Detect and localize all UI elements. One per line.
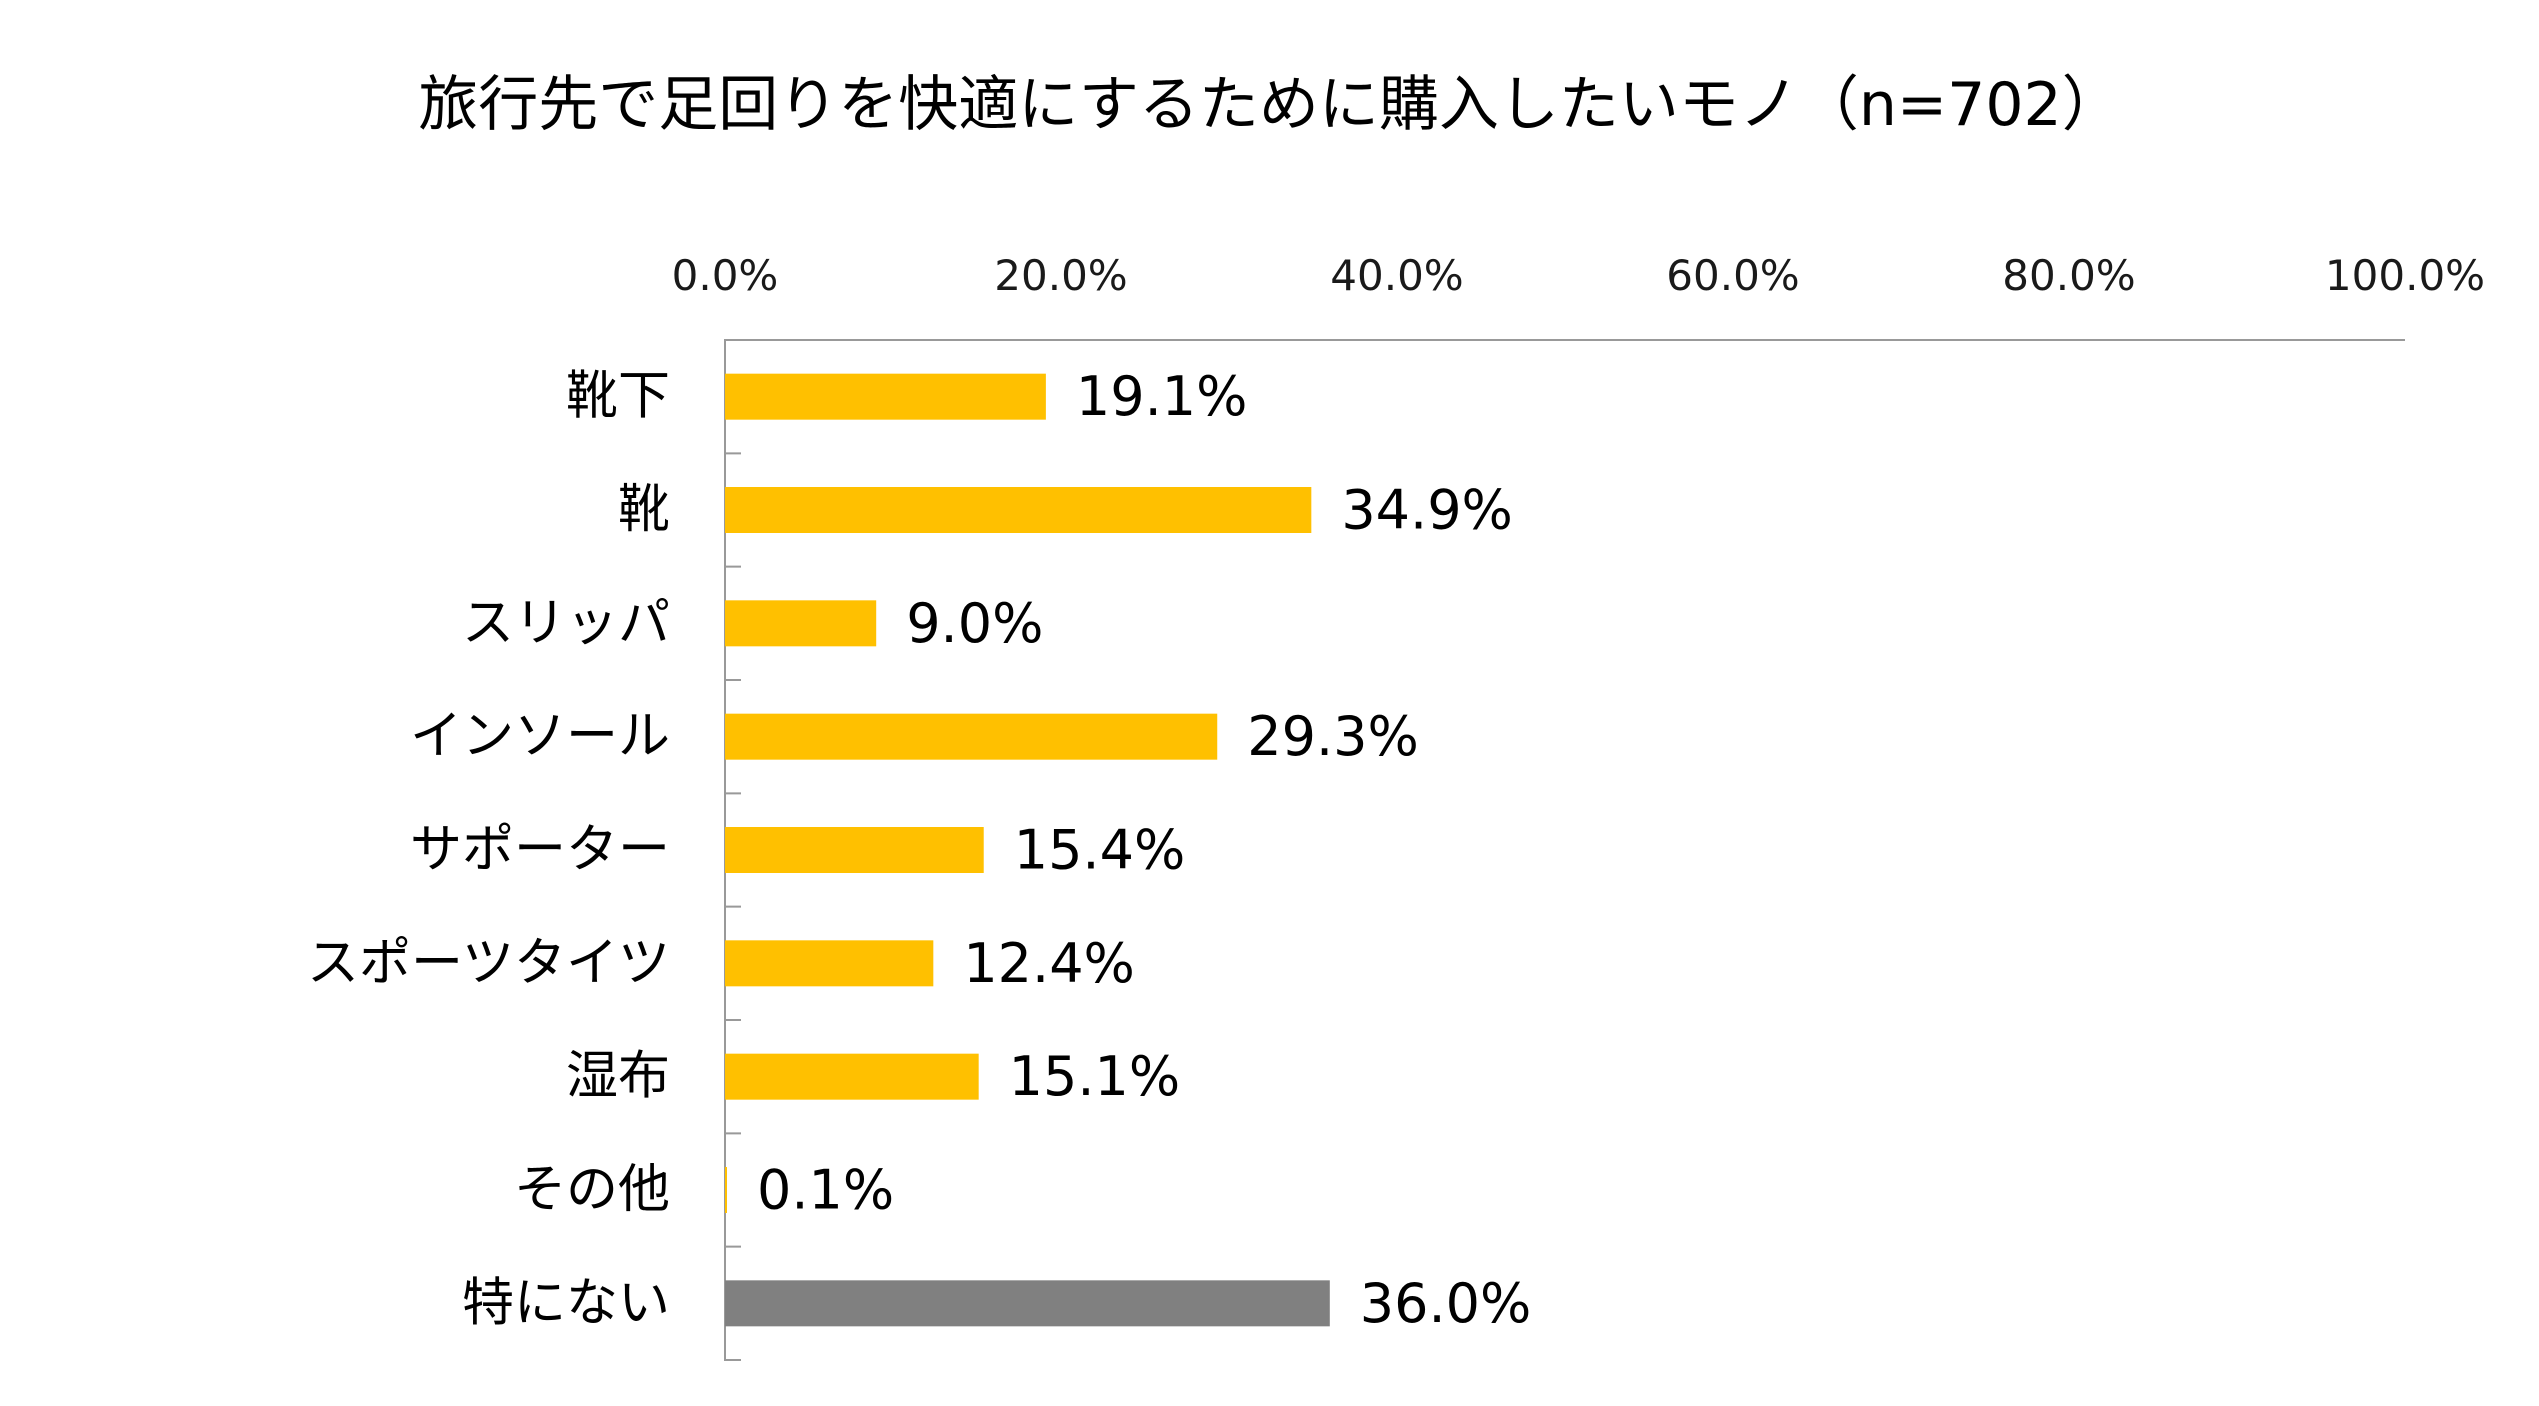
category-label: スリッパ: [462, 593, 670, 653]
x-tick-label: 0.0%: [672, 251, 779, 300]
category-label: サポーター: [410, 820, 670, 880]
bar: [725, 713, 1218, 760]
category-label: インソール: [410, 707, 670, 767]
value-label: 12.4%: [963, 932, 1135, 995]
value-label: 36.0%: [1360, 1272, 1532, 1335]
x-tick-label: 100.0%: [2325, 251, 2485, 300]
bar: [725, 373, 1046, 420]
value-label: 19.1%: [1076, 365, 1248, 428]
bar: [725, 827, 984, 873]
value-label: 29.3%: [1247, 705, 1419, 768]
value-label: 9.0%: [906, 592, 1043, 655]
value-label: 15.1%: [1009, 1045, 1181, 1108]
x-tick-label: 20.0%: [994, 251, 1127, 300]
bar: [725, 600, 877, 647]
chart-title: 旅行先で足回りを快適にするために購入したいモノ（n=702）: [418, 70, 2121, 140]
value-label: 34.9%: [1341, 479, 1513, 542]
bar: [725, 940, 934, 987]
x-tick-label: 40.0%: [1330, 251, 1463, 300]
bar: [725, 487, 1312, 533]
category-label: 湿布: [566, 1047, 670, 1107]
category-label: 特にない: [462, 1273, 670, 1333]
bar: [725, 1167, 727, 1213]
category-label: 靴: [618, 480, 670, 540]
value-label: 0.1%: [757, 1159, 894, 1222]
category-label: 靴下: [566, 367, 670, 427]
category-label: その他: [514, 1160, 670, 1220]
bar: [725, 1053, 979, 1100]
category-label: スポーツタイツ: [307, 933, 670, 993]
x-axis: 0.0% 20.0% 40.0% 60.0% 80.0% 100.0%: [672, 251, 2485, 1361]
bars: 靴下 19.1% 靴 34.9% スリッパ 9.0% インソール 29.3% サポーター 15.4…: [307, 365, 1531, 1335]
bar: [725, 1280, 1330, 1327]
value-label: 15.4%: [1014, 819, 1186, 882]
x-tick-label: 60.0%: [1666, 251, 1799, 300]
x-tick-label: 80.0%: [2002, 251, 2135, 300]
